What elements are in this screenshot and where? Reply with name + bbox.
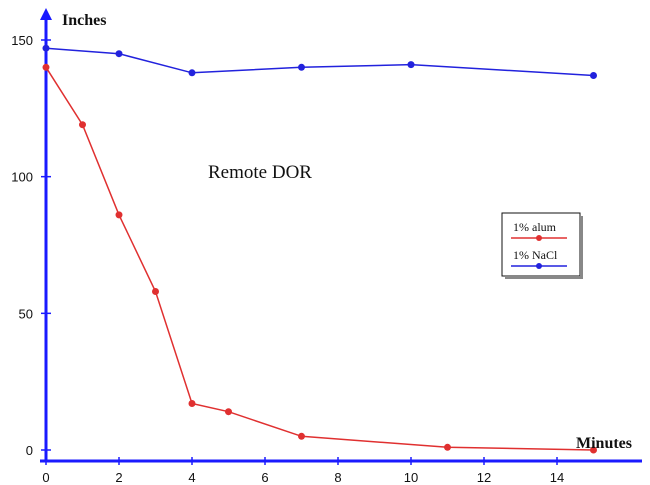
legend-marker-alum <box>536 235 542 241</box>
data-point <box>152 288 159 295</box>
data-point <box>298 63 305 71</box>
data-point <box>115 211 123 219</box>
series-group <box>42 44 597 454</box>
legend-shadow-bottom <box>505 276 583 279</box>
x-tick-label: 8 <box>334 470 341 485</box>
x-tick-label: 2 <box>115 470 122 485</box>
y-tick-label: 50 <box>19 306 33 321</box>
y-tick-label: 100 <box>11 170 33 185</box>
legend-label-alum: 1% alum <box>513 220 557 234</box>
y-tick-label: 150 <box>11 33 33 48</box>
axes <box>40 8 642 463</box>
y-axis-title: Inches <box>62 12 106 29</box>
data-point <box>298 432 305 440</box>
data-point <box>225 408 232 416</box>
x-tick-label: 10 <box>404 470 418 485</box>
data-point <box>188 69 196 77</box>
data-point <box>42 44 50 52</box>
x-axis-title: Minutes <box>576 435 632 452</box>
x-tick-label: 12 <box>477 470 491 485</box>
data-point <box>79 121 86 129</box>
data-point <box>42 63 50 71</box>
legend: 1% alum 1% NaCl <box>501 212 583 279</box>
data-point <box>188 400 196 407</box>
data-point <box>590 72 597 79</box>
chart-title: Remote DOR <box>208 162 312 183</box>
legend-shadow <box>580 216 583 279</box>
data-point <box>407 61 415 69</box>
legend-label-nacl: 1% NaCl <box>513 248 558 262</box>
ticks: 0 2 4 6 8 10 12 14 0 50 100 150 <box>11 33 564 485</box>
y-axis-arrow <box>40 8 52 20</box>
x-tick-label: 0 <box>42 470 49 485</box>
x-tick-label: 4 <box>188 470 195 485</box>
data-point <box>115 50 123 58</box>
data-point <box>444 443 451 451</box>
x-tick-label: 14 <box>550 470 564 485</box>
y-tick-label: 0 <box>26 443 33 458</box>
x-tick-label: 6 <box>261 470 268 485</box>
series-line <box>45 47 594 77</box>
legend-marker-nacl <box>536 263 542 269</box>
data-point <box>590 446 597 454</box>
